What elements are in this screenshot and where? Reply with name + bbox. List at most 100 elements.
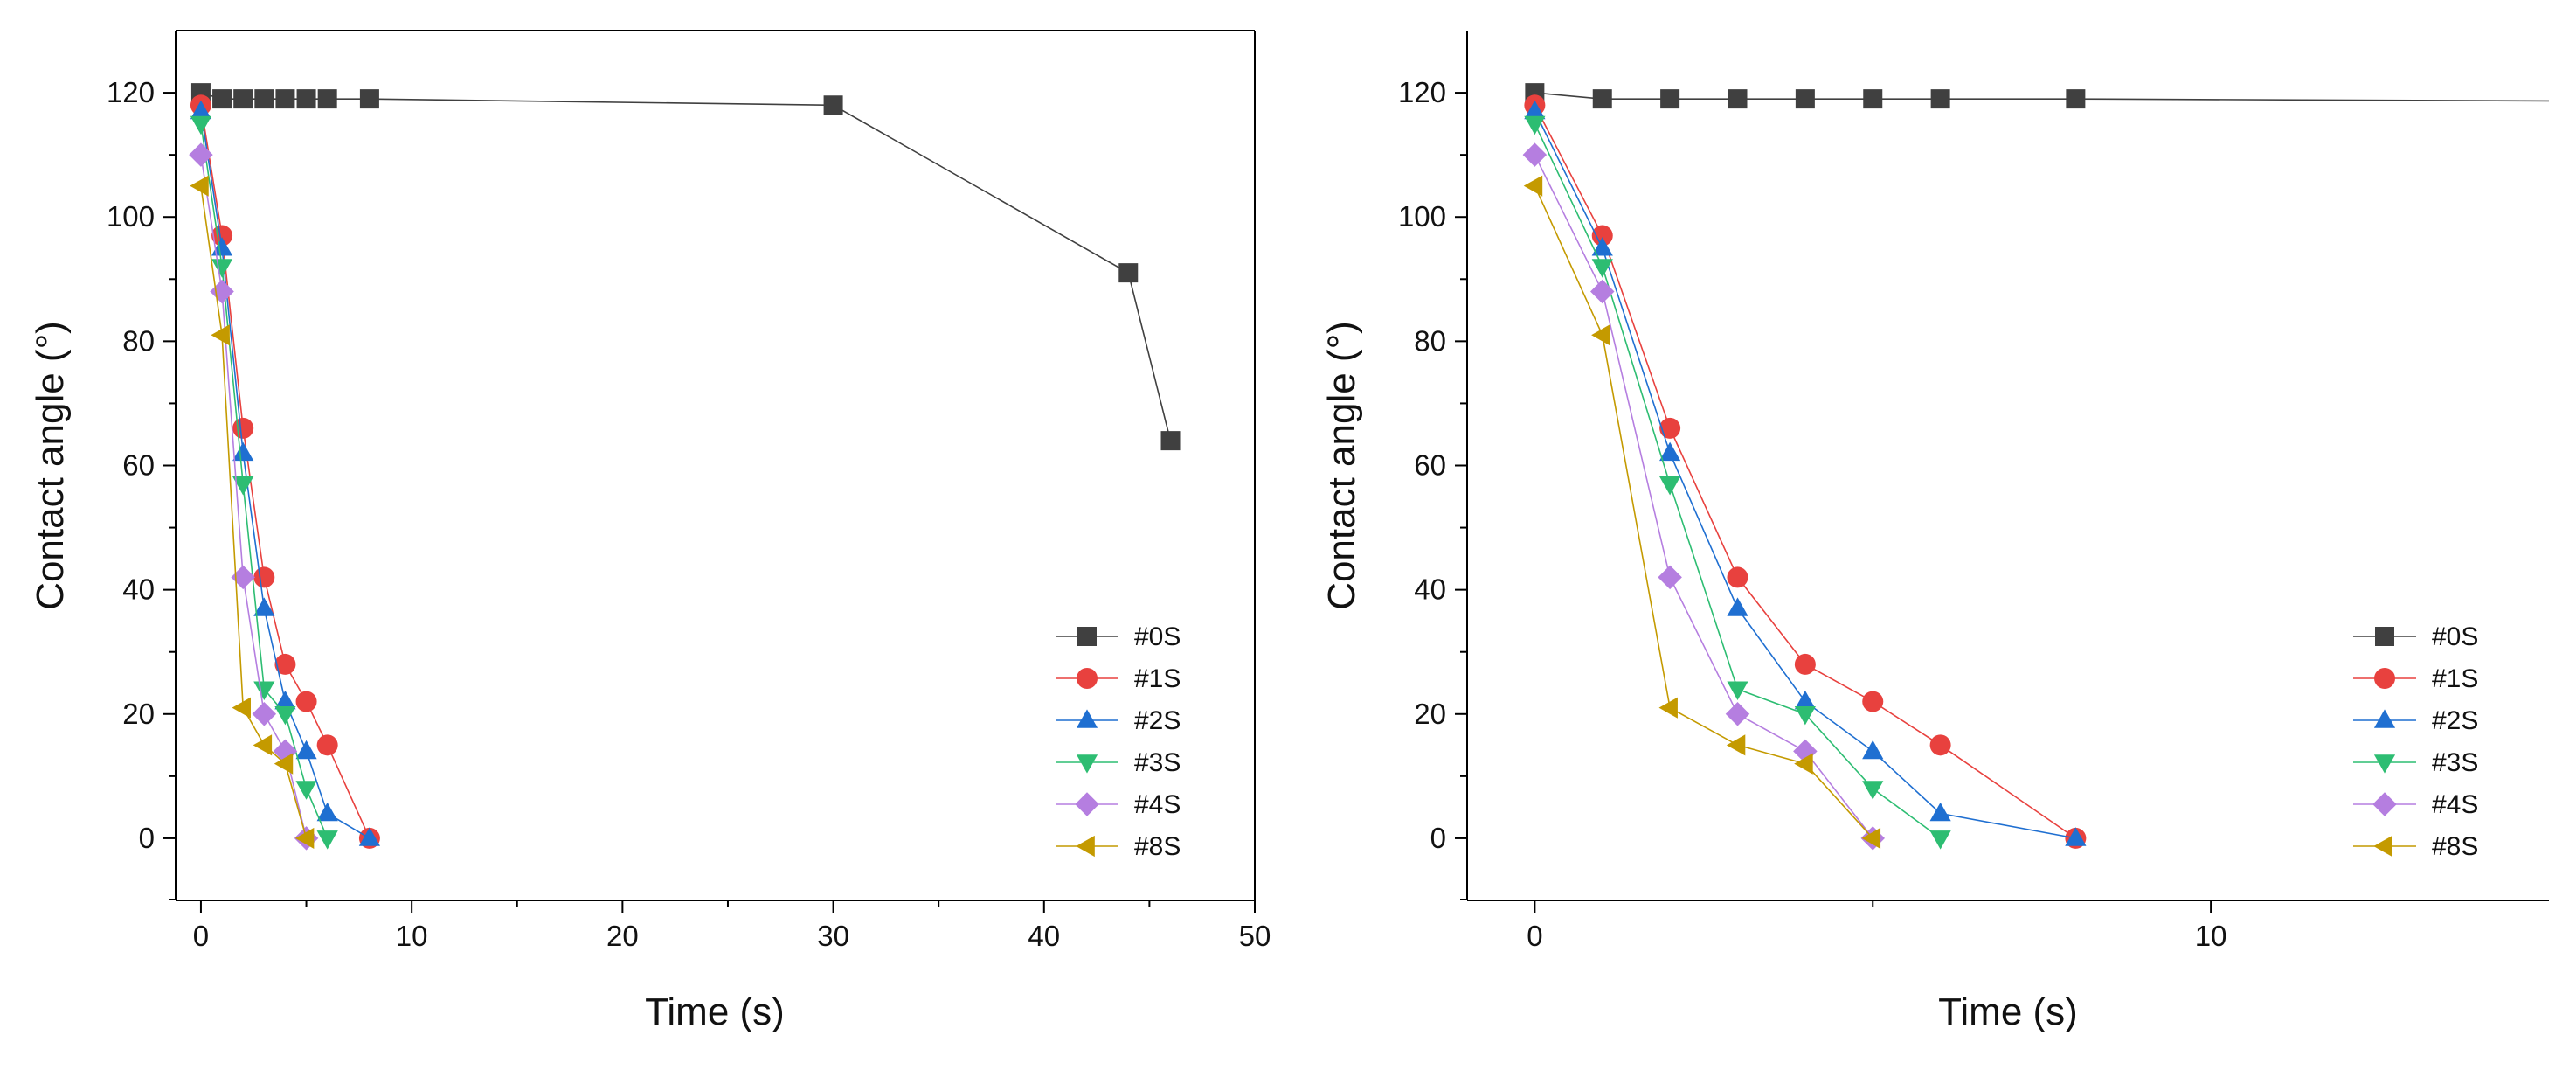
data-point xyxy=(358,827,381,846)
series-line xyxy=(200,92,1172,441)
series-line xyxy=(200,111,370,839)
data-point xyxy=(211,324,230,346)
series-line xyxy=(1534,185,1873,839)
y-tick-label: 100 xyxy=(1398,200,1446,233)
legend: #0S #1S #2S #3S #4S #8S xyxy=(2353,622,2478,861)
data-point xyxy=(1659,417,1681,439)
data-point xyxy=(1591,225,1613,247)
legend-item: #0S xyxy=(2353,622,2478,651)
data-point xyxy=(211,237,233,256)
legend-item: #4S xyxy=(1056,790,1181,819)
data-point xyxy=(274,653,296,675)
x-tick-label: 10 xyxy=(396,920,428,952)
series-line xyxy=(1534,92,2549,102)
y-tick-label: 120 xyxy=(107,76,155,108)
series-2S xyxy=(190,100,381,846)
series-line xyxy=(1534,104,2076,839)
data-point xyxy=(190,175,209,197)
data-point xyxy=(316,830,338,850)
data-point xyxy=(232,417,254,439)
data-point xyxy=(232,476,254,496)
data-point xyxy=(253,597,275,616)
data-point xyxy=(211,259,233,278)
data-point xyxy=(254,89,274,109)
legend-label: #0S xyxy=(1134,622,1181,651)
y-tick-label: 40 xyxy=(122,573,155,606)
y-tick-label: 40 xyxy=(1414,573,1446,606)
legend-label: #2S xyxy=(2432,706,2478,735)
data-point xyxy=(274,690,296,710)
data-point xyxy=(190,100,212,120)
chart-panel-1: 0 20 40 60 80 100 120 0 10 20 30 40 50 Time (s) Contac… xyxy=(29,30,1271,1033)
series-3S xyxy=(1524,115,1951,850)
legend-marker xyxy=(1076,835,1095,858)
data-point xyxy=(2065,827,2087,846)
series-4S xyxy=(1522,142,1885,851)
data-point xyxy=(190,115,212,135)
data-point xyxy=(1658,565,1682,590)
y-tick-label: 80 xyxy=(122,324,155,357)
y-tick-label: 20 xyxy=(122,698,155,730)
legend-item: #1S xyxy=(2353,664,2478,693)
legend-label: #1S xyxy=(1134,664,1181,693)
legend-item: #3S xyxy=(2353,748,2478,777)
series-line xyxy=(200,185,308,839)
series-3S xyxy=(190,115,338,850)
data-point xyxy=(274,753,294,775)
series-2S xyxy=(1524,100,2087,846)
series-8S xyxy=(1523,175,1881,850)
data-point xyxy=(359,89,379,109)
data-point xyxy=(210,279,234,304)
data-point xyxy=(1727,597,1748,616)
data-point xyxy=(1727,681,1748,701)
data-point xyxy=(316,802,338,822)
data-point xyxy=(1523,175,1543,197)
data-point xyxy=(1658,697,1678,719)
data-point xyxy=(294,827,315,850)
y-tick-label: 80 xyxy=(1414,324,1446,357)
data-point xyxy=(1725,702,1750,726)
data-point xyxy=(1929,830,1951,850)
legend-label: #4S xyxy=(1134,790,1181,819)
axes: 0 20 40 60 80 100 120 0 10 xyxy=(1398,31,2549,952)
legend-marker xyxy=(1076,754,1098,774)
data-point xyxy=(1524,115,1546,135)
data-point xyxy=(252,702,277,726)
x-tick-label: 0 xyxy=(1527,920,1542,952)
series-8S xyxy=(190,175,315,850)
series-line xyxy=(200,154,308,839)
data-point xyxy=(1591,237,1613,256)
legend-label: #2S xyxy=(1134,706,1181,735)
data-point xyxy=(1592,89,1612,109)
legend-label: #8S xyxy=(1134,832,1181,861)
data-point xyxy=(231,565,255,590)
data-point xyxy=(295,740,317,760)
y-tick-label: 20 xyxy=(1414,698,1446,730)
data-point xyxy=(1590,279,1615,304)
legend-marker xyxy=(1076,709,1098,728)
legend-label: #8S xyxy=(2432,832,2478,861)
axes: 0 20 40 60 80 100 120 0 10 20 30 40 50 xyxy=(107,30,1271,952)
series-0S xyxy=(1525,83,2549,109)
data-point xyxy=(1863,89,1883,109)
series-1S xyxy=(1524,94,2087,849)
data-point xyxy=(1862,781,1884,800)
series-line xyxy=(200,105,370,839)
data-point xyxy=(1160,431,1181,451)
data-point xyxy=(296,89,316,109)
data-point xyxy=(1524,100,1546,120)
data-point xyxy=(1118,263,1139,283)
data-point xyxy=(233,89,253,109)
legend-label: #3S xyxy=(1134,748,1181,777)
x-tick-label: 20 xyxy=(606,920,639,952)
data-point xyxy=(1726,734,1746,756)
data-point xyxy=(1659,441,1681,462)
y-tick-label: 0 xyxy=(1430,822,1446,854)
data-point xyxy=(253,566,275,588)
legend: #0S #1S #2S #3S #4S #8S xyxy=(1056,622,1181,861)
data-point xyxy=(189,142,213,167)
data-point xyxy=(316,734,338,756)
data-point xyxy=(1795,89,1815,109)
plot-area xyxy=(1522,83,2549,851)
legend-label: #3S xyxy=(2432,748,2478,777)
